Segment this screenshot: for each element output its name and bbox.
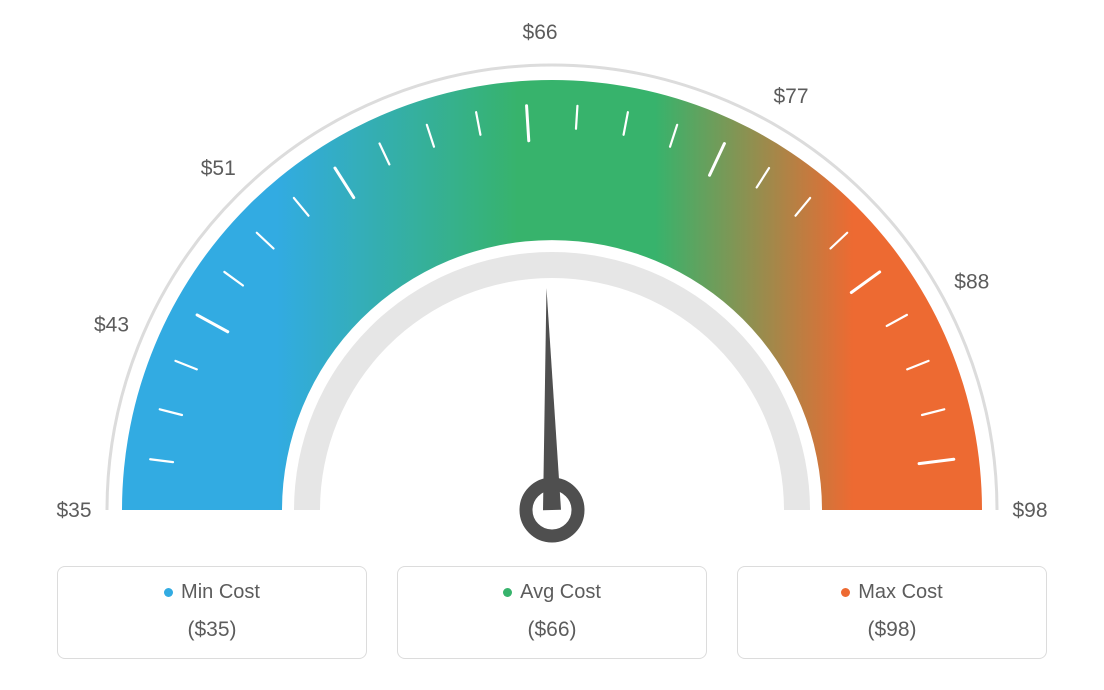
legend-card-max: Max Cost ($98) — [737, 566, 1047, 659]
legend-label-max: Max Cost — [858, 581, 942, 604]
gauge-tick-label: $98 — [1012, 499, 1047, 522]
gauge-tick-label: $66 — [523, 21, 558, 44]
gauge-container: $35 $43 $51 $66 $77 $88 $98 — [0, 0, 1104, 560]
gauge-tick-label: $35 — [56, 499, 91, 522]
legend-value-avg: ($66) — [398, 618, 706, 642]
legend-dot-max — [841, 588, 850, 597]
legend-value-min: ($35) — [58, 618, 366, 642]
legend-title-avg: Avg Cost — [503, 581, 601, 604]
legend-card-avg: Avg Cost ($66) — [397, 566, 707, 659]
legend-title-max: Max Cost — [841, 581, 942, 604]
gauge-needle — [543, 288, 561, 510]
legend-title-min: Min Cost — [164, 581, 260, 604]
gauge-tick-label: $88 — [954, 270, 989, 293]
gauge-chart: $35 $43 $51 $66 $77 $88 $98 — [0, 0, 1104, 560]
gauge-tick-label: $77 — [773, 85, 808, 108]
legend-dot-min — [164, 588, 173, 597]
legend-value-max: ($98) — [738, 618, 1046, 642]
legend-label-avg: Avg Cost — [520, 581, 601, 604]
legend-dot-avg — [503, 588, 512, 597]
legend-card-min: Min Cost ($35) — [57, 566, 367, 659]
gauge-tick-label: $43 — [94, 313, 129, 336]
gauge-tick-label: $51 — [201, 157, 236, 180]
gauge-tick — [576, 106, 577, 129]
legend-label-min: Min Cost — [181, 581, 260, 604]
legend-row: Min Cost ($35) Avg Cost ($66) Max Cost (… — [0, 566, 1104, 659]
